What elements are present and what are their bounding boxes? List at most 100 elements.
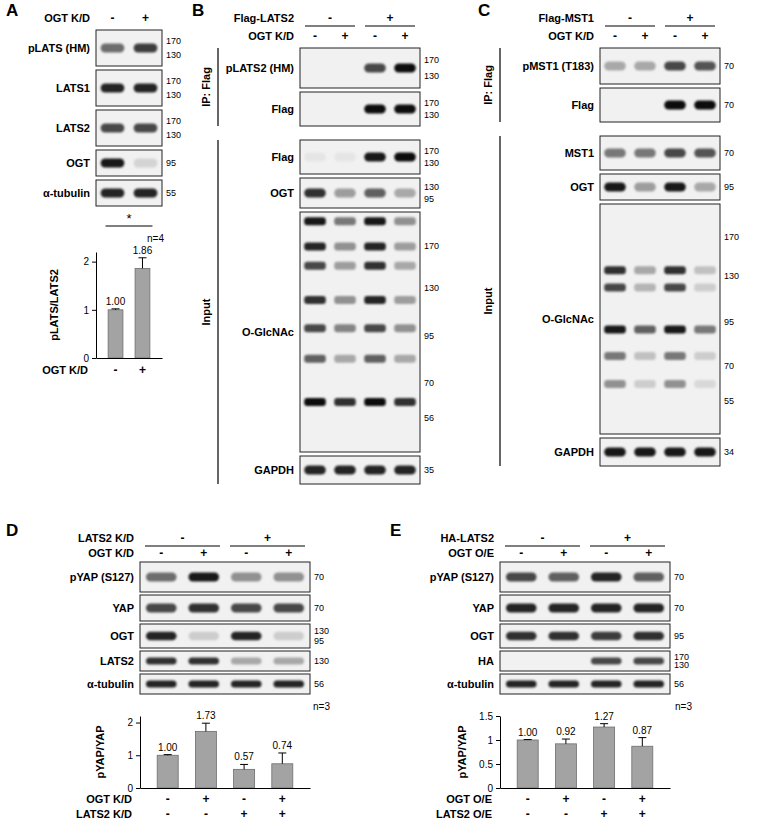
blot-row: OGT95 — [570, 174, 734, 200]
band — [634, 62, 656, 71]
y-tick-mark — [136, 788, 140, 789]
error-stem — [244, 764, 245, 769]
y-tick-label: 1.5 — [479, 711, 493, 722]
smear-band — [634, 283, 656, 291]
row-label: pYAP (S127) — [430, 571, 495, 583]
smear-band — [604, 380, 626, 388]
header-sign: + — [401, 29, 408, 43]
panel-letter: B — [192, 1, 204, 20]
bar — [555, 744, 576, 788]
header-underline — [305, 26, 355, 27]
band — [334, 153, 356, 162]
bar — [632, 746, 653, 788]
header-sign: + — [285, 546, 292, 560]
y-tick-mark — [496, 716, 500, 717]
y-tick-label: 0.5 — [479, 759, 493, 770]
blot-frame — [600, 48, 720, 84]
band — [334, 189, 356, 198]
x-row2-sign: + — [639, 807, 646, 821]
smear-band — [364, 355, 386, 363]
x-row2-sign: - — [204, 807, 208, 821]
header-label: OGT K/D — [44, 12, 90, 24]
x-tick-label: + — [139, 363, 146, 377]
blot-frame — [96, 30, 162, 66]
x-tick: - — [242, 792, 246, 806]
row-label: OGT — [570, 181, 594, 193]
error-bar — [638, 738, 646, 747]
blot-frame — [96, 110, 162, 146]
header-sign: - — [181, 531, 185, 545]
blot-row: α-tubulin 55 — [43, 180, 176, 206]
smear-band — [304, 296, 326, 304]
marker-label: 170 — [424, 146, 439, 156]
bar — [195, 731, 216, 788]
y-tick-label: 2 — [83, 256, 89, 267]
header-sign: - — [373, 29, 377, 43]
row-label: α-tubulin — [43, 187, 90, 199]
x-row2-sign: + — [601, 807, 608, 821]
group-bracket — [499, 136, 500, 466]
band — [506, 680, 537, 687]
x-tick: + — [202, 792, 209, 806]
marker-label: 55 — [166, 188, 176, 198]
blot-frame — [140, 674, 310, 694]
smear-band — [694, 380, 716, 388]
smear-band — [664, 352, 686, 360]
blot-panel: DLATS2 K/D-+OGT K/D-+-+pYAP (S127)70YAP7… — [6, 521, 329, 694]
error-bar — [562, 739, 570, 744]
blot-row: OGT95 — [470, 624, 684, 648]
smear-band — [394, 398, 416, 406]
blot-row: OGT13095 — [110, 624, 329, 648]
blot-row: pMST1 (T183)70 — [522, 48, 734, 84]
error-bar — [600, 724, 608, 727]
smear-band — [334, 296, 356, 304]
smear-band — [694, 325, 716, 333]
header-sign: + — [386, 11, 393, 25]
smear-band — [364, 398, 386, 406]
marker-label: 70 — [314, 603, 324, 613]
header-label: OGT K/D — [248, 30, 294, 42]
error-cap — [562, 739, 570, 740]
smear-band — [694, 352, 716, 360]
band — [633, 632, 664, 641]
band — [633, 573, 664, 582]
data-label: 1.86 — [133, 245, 153, 256]
band — [146, 573, 177, 582]
data-label: 1.27 — [594, 711, 614, 722]
marker-label: 95 — [166, 158, 176, 168]
row-label: Flag — [271, 103, 294, 115]
header-sign: - — [613, 29, 617, 43]
y-tick-mark — [496, 788, 500, 789]
marker-label: 130 — [314, 656, 329, 666]
smear-band — [664, 380, 686, 388]
band — [548, 657, 579, 664]
x-row2-label: LATS2 O/E — [436, 808, 492, 820]
row-label: LATS1 — [56, 82, 90, 94]
data-label: 0.92 — [556, 726, 576, 737]
header-sign: - — [159, 546, 163, 560]
data-label: 1.00 — [106, 296, 126, 307]
blot-row: Flag170130 — [271, 140, 439, 174]
header-underline — [145, 546, 220, 547]
marker-label: 95 — [724, 317, 734, 327]
band — [273, 573, 304, 582]
y-tick-mark — [136, 755, 140, 756]
error-bar — [524, 739, 532, 740]
blot-frame — [140, 651, 310, 671]
y-axis-line — [500, 717, 501, 789]
band — [634, 183, 656, 192]
figure: AOGT K/D-+pLATS (HM)170130LATS1170130LAT… — [0, 0, 759, 838]
marker-label: 95 — [424, 194, 434, 204]
band — [604, 101, 626, 110]
marker-label: 55 — [724, 396, 734, 406]
band — [364, 64, 386, 73]
band — [273, 680, 304, 687]
blot-row: Flag70 — [571, 88, 734, 122]
blot-row: Flag170130 — [271, 92, 439, 126]
band — [273, 632, 304, 641]
row-label: OGT — [470, 630, 494, 642]
y-tick-label: 0 — [83, 353, 89, 364]
row-label: HA — [478, 655, 494, 667]
blot-panel: CFlag-MST1-+OGT K/D-+-+pMST1 (T183)70Fla… — [478, 1, 739, 466]
y-tick: 0 — [83, 353, 96, 364]
